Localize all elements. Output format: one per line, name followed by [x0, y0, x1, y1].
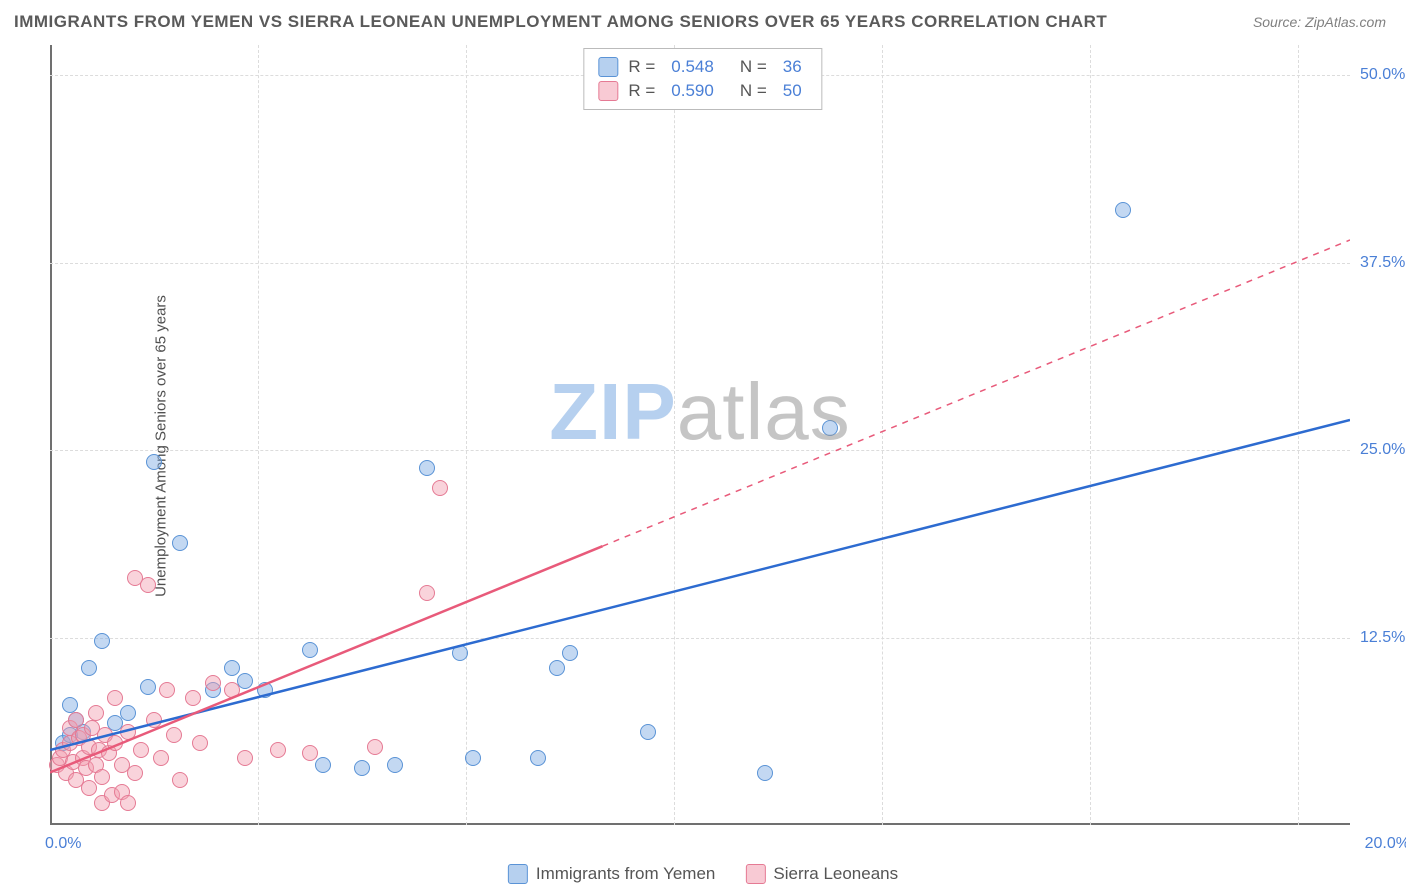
x-tick-0: 0.0% [45, 835, 81, 853]
gridline-h [50, 638, 1350, 639]
data-point [367, 739, 383, 755]
data-point [419, 460, 435, 476]
r-value-2: 0.590 [671, 81, 714, 101]
data-point [140, 679, 156, 695]
gridline-v [466, 45, 467, 825]
watermark: ZIPatlas [549, 366, 850, 458]
y-tick-label: 25.0% [1360, 441, 1406, 459]
chart-title: IMMIGRANTS FROM YEMEN VS SIERRA LEONEAN … [14, 12, 1107, 32]
correlation-legend: R = 0.548 N = 36 R = 0.590 N = 50 [583, 48, 822, 110]
data-point [192, 735, 208, 751]
data-point [432, 480, 448, 496]
data-point [419, 585, 435, 601]
trend-lines [50, 45, 1350, 825]
watermark-zip: ZIP [549, 367, 676, 456]
plot-area: ZIPatlas 0.0% 20.0% 12.5%25.0%37.5%50.0% [50, 45, 1350, 825]
data-point [224, 660, 240, 676]
legend-row-1: R = 0.548 N = 36 [598, 55, 807, 79]
data-point [205, 675, 221, 691]
data-point [120, 724, 136, 740]
n-value-2: 50 [783, 81, 802, 101]
y-tick-label: 12.5% [1360, 629, 1406, 647]
gridline-v [882, 45, 883, 825]
data-point [153, 750, 169, 766]
data-point [452, 645, 468, 661]
data-point [127, 765, 143, 781]
legend-label-1: Immigrants from Yemen [536, 864, 716, 884]
gridline-h [50, 450, 1350, 451]
data-point [94, 769, 110, 785]
n-label: N = [740, 57, 767, 77]
data-point [166, 727, 182, 743]
gridline-h [50, 263, 1350, 264]
n-value-1: 36 [783, 57, 802, 77]
r-label-2: R = [628, 81, 655, 101]
data-point [257, 682, 273, 698]
r-value-1: 0.548 [671, 57, 714, 77]
data-point [146, 454, 162, 470]
data-point [302, 745, 318, 761]
legend-label-2: Sierra Leoneans [773, 864, 898, 884]
data-point [757, 765, 773, 781]
data-point [640, 724, 656, 740]
data-point [146, 712, 162, 728]
r-label: R = [628, 57, 655, 77]
data-point [120, 795, 136, 811]
data-point [465, 750, 481, 766]
data-point [270, 742, 286, 758]
legend-swatch-pink-icon [745, 864, 765, 884]
watermark-atlas: atlas [677, 367, 851, 456]
data-point [94, 633, 110, 649]
data-point [140, 577, 156, 593]
data-point [562, 645, 578, 661]
x-axis-line [50, 823, 1350, 825]
y-axis-line [50, 45, 52, 825]
legend-swatch-blue-icon [508, 864, 528, 884]
y-tick-label: 37.5% [1360, 254, 1406, 272]
n-label-2: N = [740, 81, 767, 101]
data-point [302, 642, 318, 658]
data-point [88, 705, 104, 721]
data-point [185, 690, 201, 706]
data-point [81, 660, 97, 676]
data-point [172, 772, 188, 788]
source-label: Source: ZipAtlas.com [1253, 14, 1386, 30]
data-point [387, 757, 403, 773]
data-point [315, 757, 331, 773]
x-tick-1: 20.0% [1365, 835, 1406, 853]
legend-swatch-pink-icon [598, 81, 618, 101]
data-point [107, 690, 123, 706]
gridline-v [1298, 45, 1299, 825]
gridline-v [258, 45, 259, 825]
data-point [159, 682, 175, 698]
data-point [549, 660, 565, 676]
data-point [822, 420, 838, 436]
data-point [68, 712, 84, 728]
legend-swatch-blue-icon [598, 57, 618, 77]
data-point [237, 750, 253, 766]
data-point [133, 742, 149, 758]
data-point [172, 535, 188, 551]
data-point [224, 682, 240, 698]
data-point [1115, 202, 1131, 218]
legend-item-1: Immigrants from Yemen [508, 864, 716, 884]
data-point [530, 750, 546, 766]
legend-item-2: Sierra Leoneans [745, 864, 898, 884]
data-point [81, 780, 97, 796]
legend-row-2: R = 0.590 N = 50 [598, 79, 807, 103]
data-point [354, 760, 370, 776]
data-point [120, 705, 136, 721]
gridline-v [1090, 45, 1091, 825]
gridline-v [674, 45, 675, 825]
data-point [62, 697, 78, 713]
series-legend: Immigrants from Yemen Sierra Leoneans [508, 864, 898, 884]
data-point [107, 735, 123, 751]
y-tick-label: 50.0% [1360, 66, 1406, 84]
